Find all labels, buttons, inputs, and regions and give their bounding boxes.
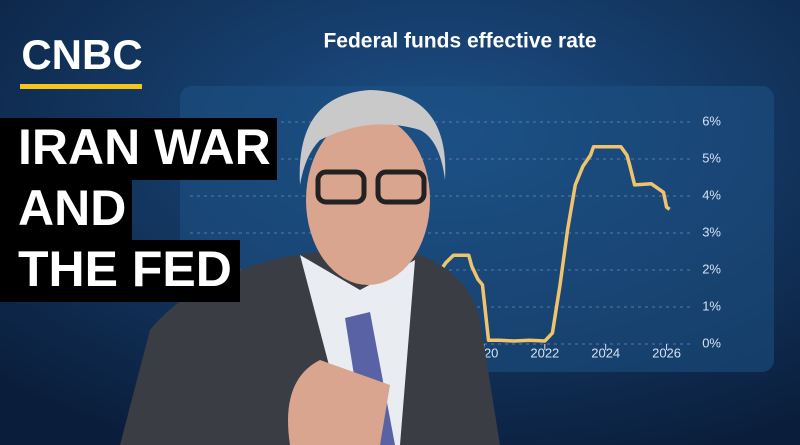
headline-box xyxy=(0,118,277,180)
face xyxy=(306,115,430,285)
y-tick-label: 6% xyxy=(702,113,721,128)
hair xyxy=(299,90,446,185)
headline-box xyxy=(0,240,240,302)
y-tick-label: 1% xyxy=(702,298,721,313)
logo-underline xyxy=(20,84,142,89)
x-tick-label: 2022 xyxy=(530,345,559,360)
headline-box xyxy=(0,180,132,240)
y-tick-label: 0% xyxy=(702,335,721,350)
glasses xyxy=(375,169,427,205)
x-tick-label: 2024 xyxy=(591,345,620,360)
glasses xyxy=(315,169,367,205)
headline: THE FED xyxy=(18,241,232,297)
x-tick-label: 2026 xyxy=(652,345,681,360)
hand xyxy=(288,360,390,445)
y-tick-label: 5% xyxy=(702,150,721,165)
y-tick-label: 3% xyxy=(702,224,721,239)
brand-logo: CNBC xyxy=(21,31,142,78)
chart-title: Federal funds effective rate xyxy=(323,30,596,53)
y-tick-label: 4% xyxy=(702,187,721,202)
headline: AND xyxy=(18,180,126,236)
headline: IRAN WAR xyxy=(18,119,271,175)
y-tick-label: 2% xyxy=(702,261,721,276)
